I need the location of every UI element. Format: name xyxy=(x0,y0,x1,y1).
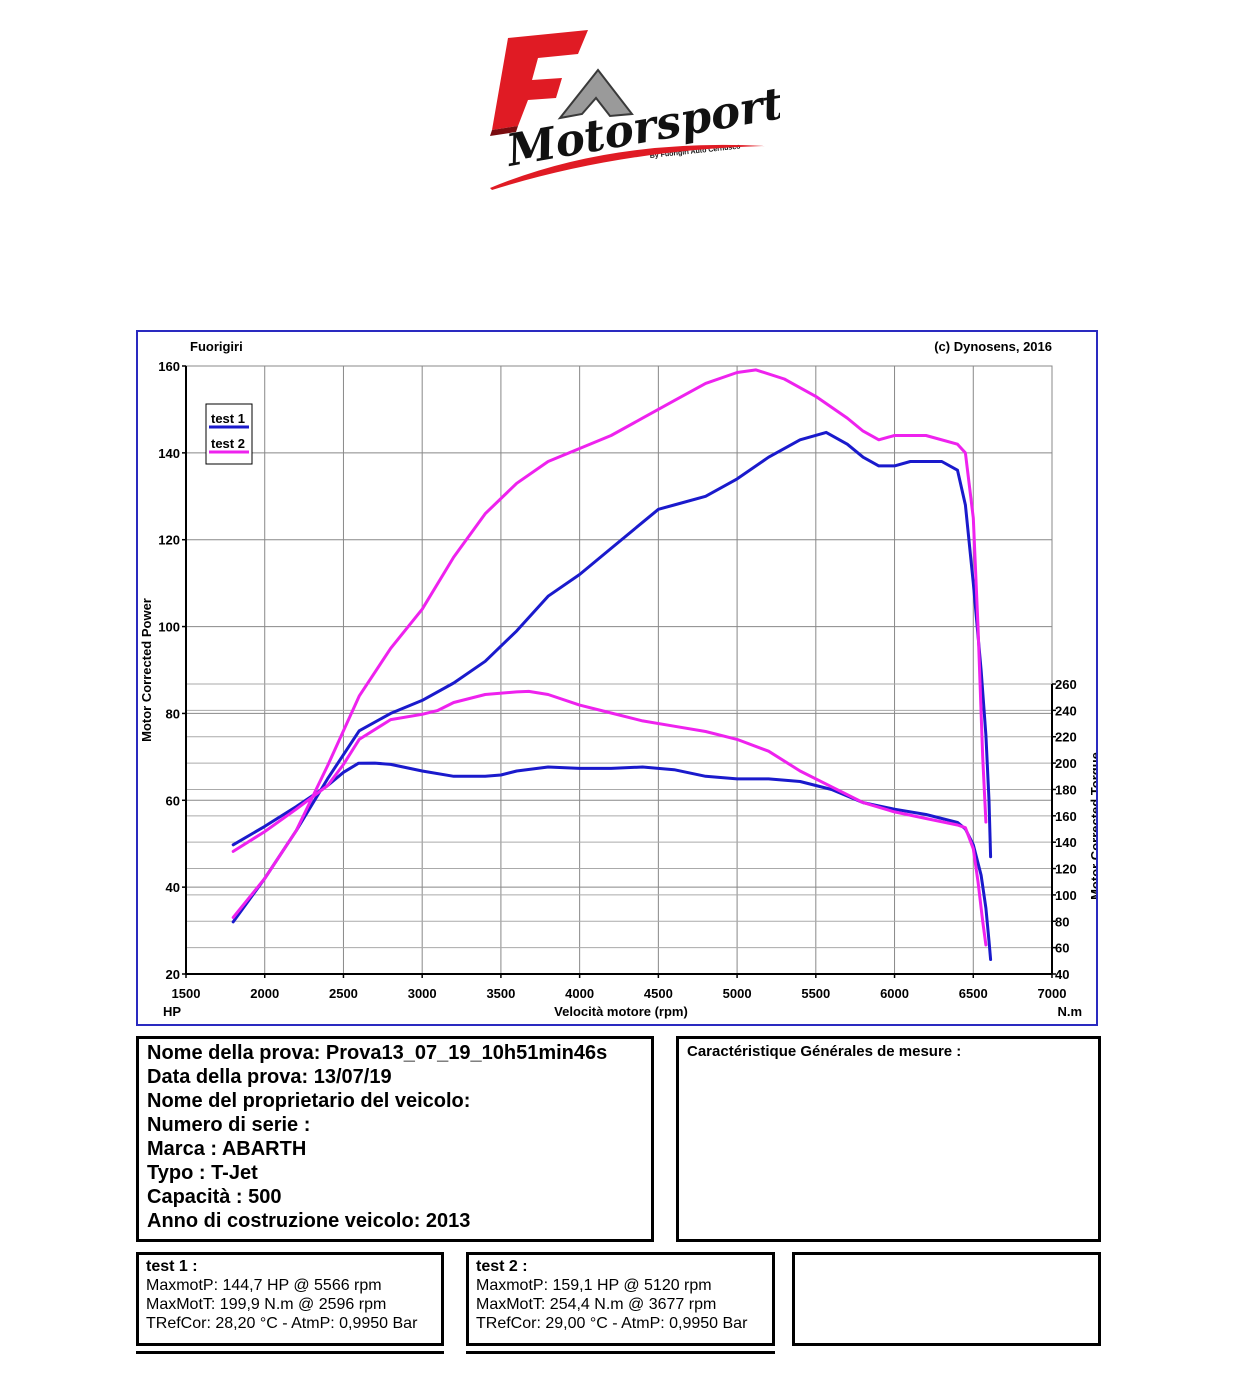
logo-red-swoosh xyxy=(490,144,765,190)
series-layer xyxy=(231,368,993,961)
series-line-test1-power xyxy=(231,430,993,924)
empty-results-box xyxy=(792,1252,1101,1346)
y2-tick-label: 160 xyxy=(1055,809,1077,824)
x-tick-label: 2000 xyxy=(250,986,279,1001)
dyno-chart: 1500 2000 2500 3000 3500 4000 4500 5000 5500 6000… xyxy=(139,339,1096,1019)
test2-max-power: MaxmotP: 159,1 HP @ 5120 rpm xyxy=(476,1277,712,1294)
y2-unit-label: N.m xyxy=(1057,1004,1082,1019)
owner-name: Nome del proprietario del veicolo: xyxy=(147,1090,471,1112)
vehicle-capacity: Capacità : 500 xyxy=(147,1186,282,1208)
axes-layer: 1500 2000 2500 3000 3500 4000 4500 5000 5500 6000… xyxy=(158,359,1076,1001)
test1-underline xyxy=(136,1351,444,1354)
x-tick-label: 3000 xyxy=(408,986,437,1001)
y2-tick-label: 80 xyxy=(1055,914,1069,929)
x-axis-label: Velocità motore (rpm) xyxy=(554,1004,688,1019)
y2-tick-label: 240 xyxy=(1055,703,1077,718)
measure-box-title: Caractéristique Générales de mesure : xyxy=(687,1043,962,1060)
x-tick-label: 5500 xyxy=(801,986,830,1001)
series-line-test2-torque xyxy=(231,689,988,947)
y-tick-label: 40 xyxy=(166,880,180,895)
y2-axis-label: Motor Corrected Torque xyxy=(1088,752,1096,900)
vehicle-brand: Marca : ABARTH xyxy=(147,1138,307,1160)
y2-tick-label: 140 xyxy=(1055,835,1077,850)
vehicle-info-box: Nome della prova: Prova13_07_19_10h51min… xyxy=(136,1036,654,1242)
header-right-label: (c) Dynosens, 2016 xyxy=(934,339,1052,354)
x-tick-label: 4500 xyxy=(644,986,673,1001)
y-tick-label: 60 xyxy=(166,793,180,808)
fa-motorsport-logo: Motorsport By Fuorigiri Auto Cernusco xyxy=(490,30,780,190)
legend-label-test2: test 2 xyxy=(211,436,245,451)
test1-results-box: test 1 : MaxmotP: 144,7 HP @ 5566 rpm Ma… xyxy=(136,1252,444,1346)
vehicle-type: Typo : T-Jet xyxy=(147,1162,258,1184)
legend-box xyxy=(205,403,253,465)
y2-tick-label: 220 xyxy=(1055,730,1077,745)
test2-title: test 2 : xyxy=(476,1258,528,1275)
x-unit-label: HP xyxy=(163,1004,181,1019)
logo-f-shadow xyxy=(490,126,518,136)
y2-tick-label: 120 xyxy=(1055,862,1077,877)
y2-tick-label: 100 xyxy=(1055,888,1077,903)
legend: test 1 test 2 xyxy=(205,403,253,465)
test2-max-torque: MaxMotT: 254,4 N.m @ 3677 rpm xyxy=(476,1296,717,1313)
x-tick-label: 6500 xyxy=(959,986,988,1001)
x-tick-label: 5000 xyxy=(723,986,752,1001)
serial-number: Numero di serie : xyxy=(147,1114,311,1136)
x-tick-label: 7000 xyxy=(1038,986,1067,1001)
y2-tick-label: 180 xyxy=(1055,782,1077,797)
header-left-label: Fuorigiri xyxy=(190,339,243,354)
plot-area xyxy=(185,365,1053,975)
grid-layer xyxy=(185,365,1053,975)
y2-tick-label: 60 xyxy=(1055,941,1069,956)
test1-conditions: TRefCor: 28,20 °C - AtmP: 0,9950 Bar xyxy=(146,1315,418,1332)
y-tick-label: 80 xyxy=(166,706,180,721)
series-line-test2-power xyxy=(231,368,988,919)
y-tick-label: 120 xyxy=(158,533,180,548)
vehicle-year: Anno di costruzione veicolo: 2013 xyxy=(147,1210,471,1232)
x-tick-label: 2500 xyxy=(329,986,358,1001)
test2-conditions: TRefCor: 29,00 °C - AtmP: 0,9950 Bar xyxy=(476,1315,748,1332)
y-tick-label: 100 xyxy=(158,620,180,635)
test2-results-box: test 2 : MaxmotP: 159,1 HP @ 5120 rpm Ma… xyxy=(466,1252,775,1346)
x-tick-label: 4000 xyxy=(565,986,594,1001)
test1-max-torque: MaxMotT: 199,9 N.m @ 2596 rpm xyxy=(146,1296,387,1313)
y-tick-label: 20 xyxy=(166,967,180,982)
test1-max-power: MaxmotP: 144,7 HP @ 5566 rpm xyxy=(146,1277,382,1294)
test-date: Data della prova: 13/07/19 xyxy=(147,1066,392,1088)
test2-underline xyxy=(466,1351,775,1354)
y-tick-label: 160 xyxy=(158,359,180,374)
y2-tick-label: 260 xyxy=(1055,677,1077,692)
test1-title: test 1 : xyxy=(146,1258,198,1275)
x-tick-label: 6000 xyxy=(880,986,909,1001)
legend-label-test1: test 1 xyxy=(211,411,245,426)
logo-a-silver-shape xyxy=(557,68,634,120)
y-tick-label: 140 xyxy=(158,446,180,461)
measure-characteristics-box: Caractéristique Générales de mesure : xyxy=(676,1036,1101,1242)
x-tick-label: 3500 xyxy=(486,986,515,1001)
series-line-test1-torque xyxy=(231,761,993,961)
x-tick-label: 1500 xyxy=(172,986,201,1001)
test-name: Nome della prova: Prova13_07_19_10h51min… xyxy=(147,1042,608,1064)
y2-tick-label: 200 xyxy=(1055,756,1077,771)
logo-f-red-shape xyxy=(492,30,588,130)
y2-tick-label: 40 xyxy=(1055,967,1069,982)
y-axis-label: Motor Corrected Power xyxy=(139,598,154,742)
dyno-chart-frame: 1500 2000 2500 3000 3500 4000 4500 5000 5500 6000… xyxy=(136,330,1098,1026)
